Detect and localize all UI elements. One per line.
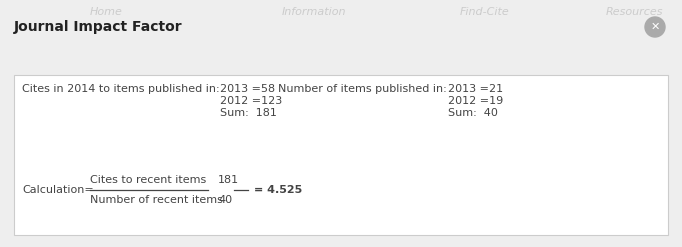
Text: 181: 181 (218, 175, 239, 185)
Text: Calculation=: Calculation= (22, 185, 93, 195)
FancyBboxPatch shape (14, 75, 668, 235)
Text: Cites to recent items: Cites to recent items (90, 175, 206, 185)
Text: Sum:  181: Sum: 181 (220, 108, 277, 118)
Text: 40: 40 (218, 195, 232, 205)
Text: 2013 =21: 2013 =21 (448, 84, 503, 94)
Text: Resources: Resources (606, 7, 663, 17)
Text: 2013 =58: 2013 =58 (220, 84, 275, 94)
Text: ✕: ✕ (651, 22, 659, 32)
Text: Number of recent items: Number of recent items (90, 195, 223, 205)
Text: = 4.525: = 4.525 (254, 185, 302, 195)
Text: Journal Impact Factor: Journal Impact Factor (14, 20, 183, 34)
Text: Number of items published in:: Number of items published in: (278, 84, 447, 94)
Text: 2012 =123: 2012 =123 (220, 96, 282, 106)
Text: Find-Cite: Find-Cite (460, 7, 509, 17)
Text: Sum:  40: Sum: 40 (448, 108, 498, 118)
Circle shape (645, 17, 665, 37)
Text: Home: Home (89, 7, 122, 17)
Text: 2012 =19: 2012 =19 (448, 96, 503, 106)
Text: Cites in 2014 to items published in:: Cites in 2014 to items published in: (22, 84, 220, 94)
Text: Information: Information (282, 7, 346, 17)
